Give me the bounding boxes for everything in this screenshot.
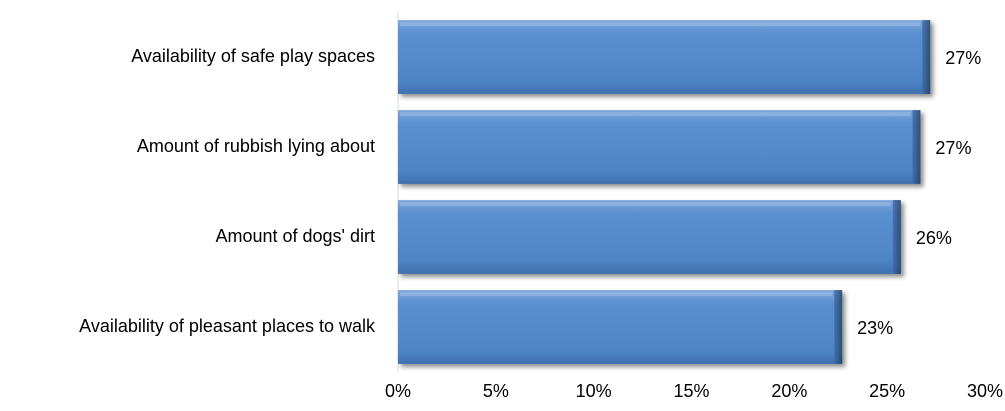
- category-label: Amount of dogs' dirt: [215, 226, 375, 246]
- bar-edge: [912, 110, 921, 184]
- data-label: 23%: [857, 318, 893, 338]
- bar-highlight: [400, 112, 911, 117]
- bar-highlight: [400, 202, 891, 207]
- bar-highlight: [400, 22, 921, 27]
- bar-group: [398, 20, 931, 94]
- x-tick-label: 0%: [385, 381, 411, 401]
- bar-edge: [922, 20, 931, 94]
- x-tick-label: 10%: [576, 381, 612, 401]
- category-label: Availability of pleasant places to walk: [79, 316, 376, 336]
- category-label: Availability of safe play spaces: [131, 46, 375, 66]
- bar: [398, 20, 931, 94]
- x-tick-label: 20%: [771, 381, 807, 401]
- bar: [398, 110, 921, 184]
- labels-layer: Availability of safe play spaces 27% Amoun…: [79, 46, 1003, 401]
- data-label: 26%: [916, 228, 952, 248]
- bars-layer: [398, 20, 931, 364]
- bar-edge: [892, 200, 901, 274]
- x-tick-label: 5%: [483, 381, 509, 401]
- bar-group: [398, 110, 921, 184]
- x-tick-label: 25%: [869, 381, 905, 401]
- x-tick-label: 15%: [673, 381, 709, 401]
- x-tick-label: 30%: [967, 381, 1003, 401]
- category-label: Amount of rubbish lying about: [137, 136, 375, 156]
- bar-group: [398, 200, 901, 274]
- data-label: 27%: [945, 48, 981, 68]
- bar-edge: [834, 290, 843, 364]
- bar-highlight: [400, 292, 833, 297]
- data-label: 27%: [935, 138, 971, 158]
- bar-group: [398, 290, 843, 364]
- bar: [398, 290, 843, 364]
- bar: [398, 200, 901, 274]
